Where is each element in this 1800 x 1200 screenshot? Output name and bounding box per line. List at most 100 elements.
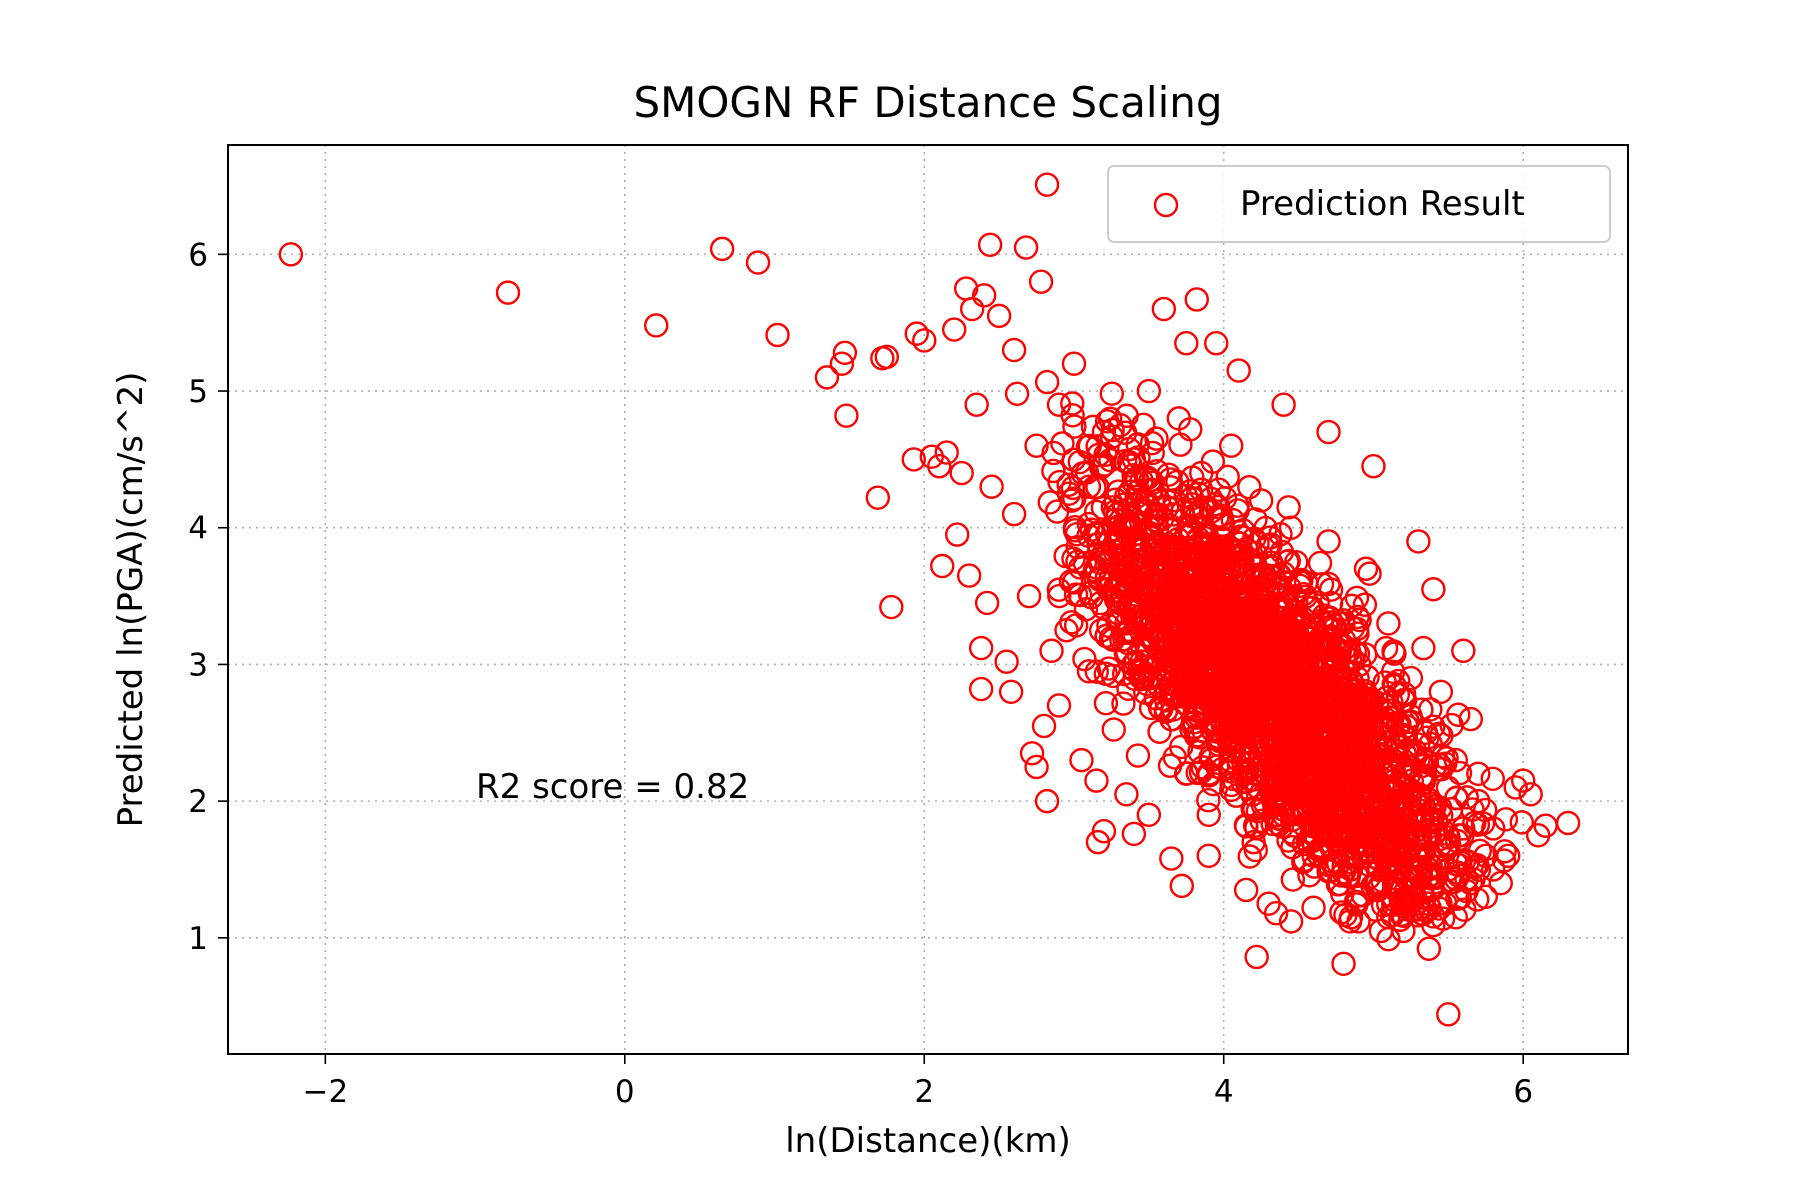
data-point: [1058, 569, 1084, 594]
data-point: [709, 236, 735, 262]
data-point: [1196, 788, 1221, 813]
data-point: [1391, 723, 1416, 748]
data-point: [1391, 687, 1416, 713]
legend-label: Prediction Result: [1240, 184, 1525, 224]
data-point: [1352, 592, 1378, 617]
data-point: [1086, 520, 1111, 545]
data-point: [1228, 531, 1253, 556]
data-point: [1366, 799, 1392, 825]
data-point: [1060, 403, 1085, 428]
data-point: [1179, 497, 1205, 523]
data-point: [1118, 453, 1143, 478]
data-point: [1247, 620, 1272, 645]
data-point: [1059, 610, 1084, 635]
data-point: [1124, 484, 1149, 509]
data-point: [1230, 769, 1255, 795]
data-point: [1177, 479, 1203, 504]
data-point: [1147, 719, 1172, 744]
data-point: [1107, 589, 1132, 614]
data-point: [1491, 848, 1517, 873]
data-point: [1050, 431, 1075, 456]
data-point: [964, 392, 989, 417]
data-point: [1093, 661, 1118, 687]
data-point: [1381, 639, 1406, 664]
data-point: [1123, 586, 1148, 611]
data-point: [1114, 782, 1139, 807]
data-point: [1466, 761, 1491, 786]
data-point: [1318, 577, 1344, 602]
data-point: [1046, 693, 1072, 718]
x-tick-label: 2: [914, 1074, 934, 1110]
data-point: [1286, 741, 1312, 766]
data-point: [1222, 734, 1247, 759]
data-point: [1510, 768, 1536, 793]
data-point: [904, 321, 929, 346]
data-point: [1264, 570, 1289, 595]
data-point: [1263, 901, 1289, 926]
data-point: [1393, 889, 1418, 914]
data-point: [930, 553, 955, 579]
y-tick-label: 6: [188, 237, 208, 273]
data-point: [1192, 549, 1218, 574]
data-point: [1157, 753, 1183, 778]
data-point: [1044, 499, 1070, 524]
data-point: [1207, 543, 1233, 569]
data-point: [1149, 696, 1174, 722]
data-point: [912, 328, 937, 353]
data-point: [942, 317, 967, 342]
data-point: [1451, 638, 1476, 663]
data-point: [1363, 783, 1388, 808]
data-point: [1372, 670, 1397, 695]
data-point: [1352, 818, 1377, 843]
data-point: [927, 454, 952, 479]
data-point: [1001, 501, 1027, 527]
data-point: [1279, 642, 1304, 668]
data-point: [968, 676, 994, 702]
data-point: [1332, 736, 1358, 761]
plot-frame: [227, 144, 1629, 1055]
data-point: [1133, 680, 1158, 705]
data-point: [865, 485, 891, 510]
data-point: [1176, 567, 1201, 592]
data-point: [1243, 837, 1268, 863]
data-point: [1204, 331, 1229, 356]
y-tick-label: 5: [188, 374, 208, 410]
data-point: [1084, 768, 1109, 793]
data-point: [1439, 712, 1464, 738]
data-point: [765, 322, 790, 348]
data-point: [1425, 854, 1450, 880]
data-point: [1139, 430, 1165, 456]
data-point: [1154, 494, 1180, 520]
data-point: [1234, 814, 1259, 839]
data-point: [1267, 711, 1293, 736]
data-point: [1031, 713, 1057, 739]
data-point: [1427, 752, 1452, 778]
data-point: [1412, 825, 1438, 850]
data-point: [1140, 440, 1165, 466]
data-point: [979, 474, 1004, 499]
data-point: [1411, 635, 1436, 661]
data-point: [1218, 707, 1243, 732]
data-point: [1492, 839, 1517, 864]
data-point: [832, 340, 858, 365]
data-point: [1310, 743, 1335, 769]
data-point: [1219, 772, 1244, 798]
data-point: [1318, 590, 1344, 616]
data-point: [1062, 514, 1088, 540]
data-point: [1297, 863, 1322, 888]
data-point: [1555, 810, 1581, 836]
data-point: [1296, 626, 1321, 651]
y-tick-label: 3: [188, 647, 208, 683]
data-point: [1169, 873, 1194, 899]
data-point: [1385, 682, 1411, 707]
axis-ticks: −2 0 2 4 6 1 2 3 4 5 6: [188, 237, 1533, 1110]
data-point: [1400, 854, 1425, 880]
data-point: [1152, 623, 1177, 648]
data-point: [1072, 646, 1097, 672]
data-point: [1174, 587, 1199, 613]
data-point: [1353, 556, 1379, 581]
y-axis-title: Predicted ln(PGA)(cm/s^2): [111, 372, 151, 828]
data-point: [1093, 690, 1119, 716]
data-point: [1376, 611, 1401, 636]
data-point: [1246, 763, 1271, 788]
